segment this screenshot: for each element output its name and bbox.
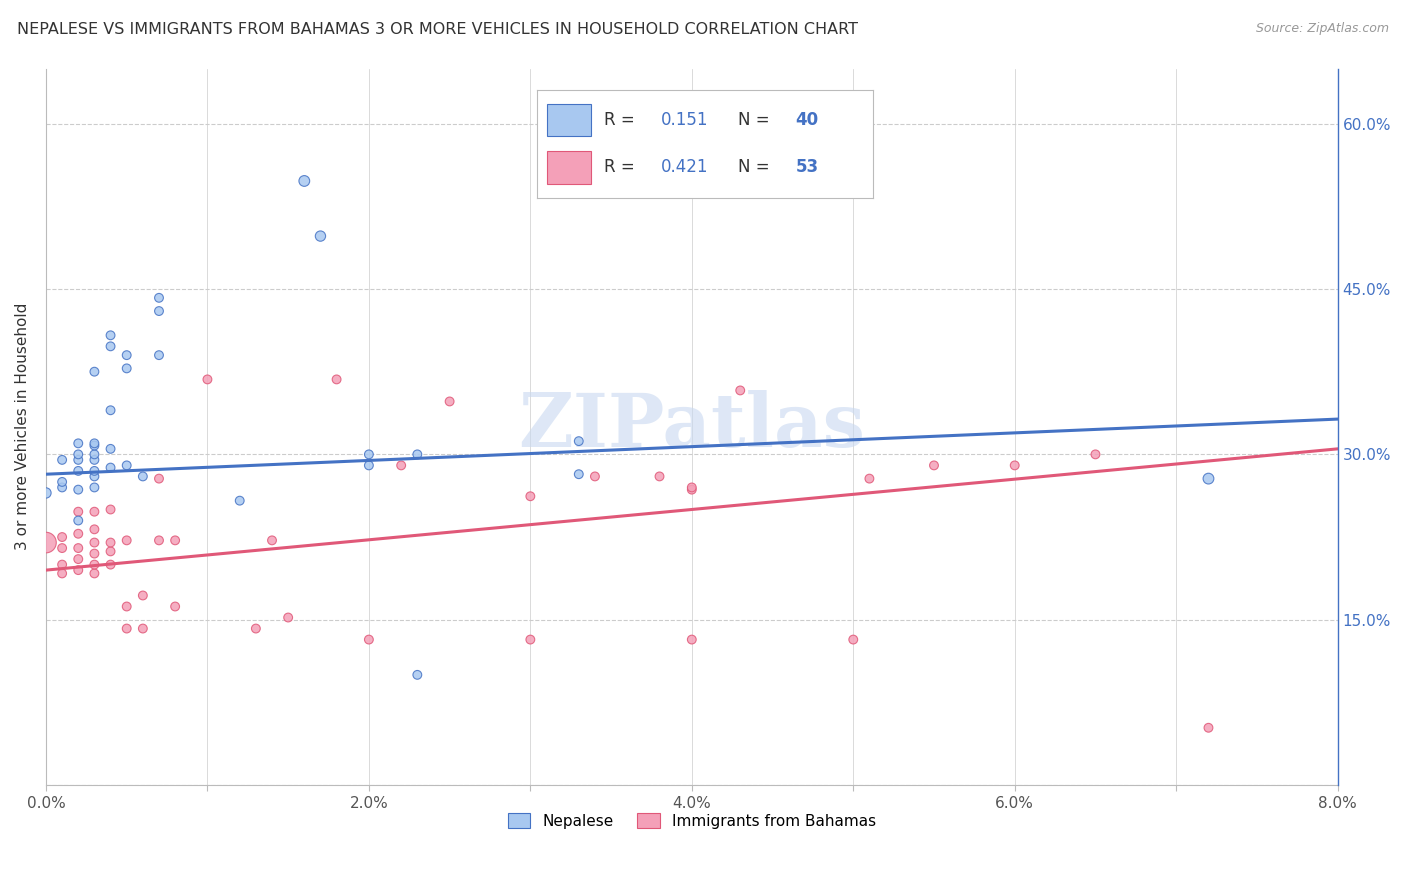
Point — [568, 434, 591, 449]
Point — [389, 458, 412, 473]
Point — [67, 563, 90, 577]
Legend: Nepalese, Immigrants from Bahamas: Nepalese, Immigrants from Bahamas — [502, 806, 882, 835]
Point — [1198, 472, 1220, 486]
Point — [83, 438, 105, 452]
Point — [67, 505, 90, 519]
Point — [100, 502, 122, 516]
Point — [115, 361, 138, 376]
Point — [568, 467, 591, 482]
Point — [83, 436, 105, 450]
Point — [648, 469, 671, 483]
Point — [260, 533, 283, 548]
Point — [100, 442, 122, 456]
Point — [357, 447, 380, 461]
Point — [83, 464, 105, 478]
Point — [148, 472, 170, 486]
Text: ZIPatlas: ZIPatlas — [519, 391, 865, 463]
Point — [115, 599, 138, 614]
Point — [357, 632, 380, 647]
Point — [165, 533, 187, 548]
Point — [83, 469, 105, 483]
Point — [83, 505, 105, 519]
Point — [922, 458, 945, 473]
Point — [100, 558, 122, 572]
Point — [406, 668, 429, 682]
Point — [67, 436, 90, 450]
Point — [51, 475, 73, 489]
Point — [51, 541, 73, 555]
Point — [132, 622, 155, 636]
Point — [67, 453, 90, 467]
Point — [83, 365, 105, 379]
Point — [245, 622, 267, 636]
Y-axis label: 3 or more Vehicles in Household: 3 or more Vehicles in Household — [15, 303, 30, 550]
Point — [100, 544, 122, 558]
Point — [277, 610, 299, 624]
Point — [681, 632, 703, 647]
Point — [83, 547, 105, 561]
Point — [165, 599, 187, 614]
Text: Source: ZipAtlas.com: Source: ZipAtlas.com — [1256, 22, 1389, 36]
Point — [406, 447, 429, 461]
Point — [83, 453, 105, 467]
Point — [115, 348, 138, 362]
Point — [309, 229, 332, 244]
Point — [100, 535, 122, 549]
Point — [51, 566, 73, 581]
Point — [858, 472, 880, 486]
Point — [67, 526, 90, 541]
Point — [519, 632, 541, 647]
Point — [83, 558, 105, 572]
Point — [67, 483, 90, 497]
Point — [292, 174, 315, 188]
Point — [100, 403, 122, 417]
Point — [439, 394, 461, 409]
Point — [67, 541, 90, 555]
Point — [51, 480, 73, 494]
Point — [115, 622, 138, 636]
Point — [35, 535, 58, 549]
Point — [115, 533, 138, 548]
Point — [519, 489, 541, 503]
Point — [67, 447, 90, 461]
Point — [83, 480, 105, 494]
Point — [51, 558, 73, 572]
Point — [228, 493, 250, 508]
Point — [132, 469, 155, 483]
Point — [583, 469, 606, 483]
Point — [728, 384, 751, 398]
Point — [100, 339, 122, 353]
Point — [357, 458, 380, 473]
Point — [83, 522, 105, 536]
Point — [132, 589, 155, 603]
Point — [681, 483, 703, 497]
Point — [1198, 721, 1220, 735]
Point — [325, 372, 347, 386]
Point — [35, 486, 58, 500]
Point — [1084, 447, 1107, 461]
Point — [148, 291, 170, 305]
Point — [67, 514, 90, 528]
Text: NEPALESE VS IMMIGRANTS FROM BAHAMAS 3 OR MORE VEHICLES IN HOUSEHOLD CORRELATION : NEPALESE VS IMMIGRANTS FROM BAHAMAS 3 OR… — [17, 22, 858, 37]
Point — [1004, 458, 1026, 473]
Point — [51, 530, 73, 544]
Point — [100, 328, 122, 343]
Point — [842, 632, 865, 647]
Point — [148, 348, 170, 362]
Point — [115, 458, 138, 473]
Point — [67, 464, 90, 478]
Point — [51, 453, 73, 467]
Point — [83, 566, 105, 581]
Point — [67, 552, 90, 566]
Point — [148, 304, 170, 318]
Point — [100, 460, 122, 475]
Point — [681, 480, 703, 494]
Point — [148, 533, 170, 548]
Point — [197, 372, 219, 386]
Point — [83, 535, 105, 549]
Point — [83, 447, 105, 461]
